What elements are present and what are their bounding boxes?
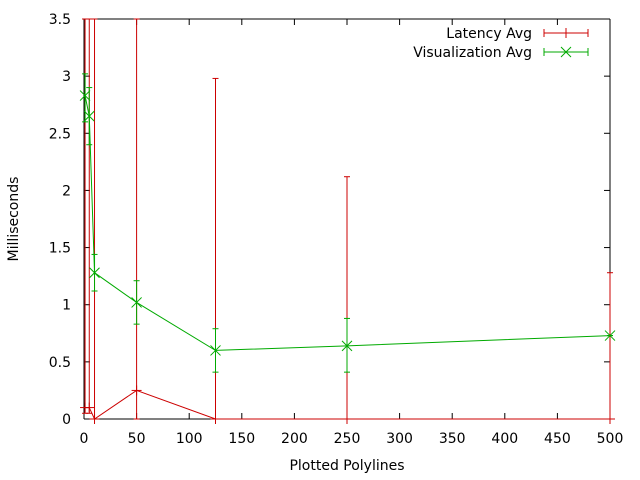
x-tick-label: 0 — [80, 431, 89, 447]
y-tick-label: 2.5 — [49, 126, 71, 142]
series-layer — [79, 18, 616, 424]
y-tick-label: 1.5 — [49, 241, 71, 257]
data-point — [341, 340, 353, 352]
x-tick-label: 200 — [281, 431, 308, 447]
x-tick-label: 250 — [334, 431, 361, 447]
data-point — [604, 330, 616, 341]
y-axis-label: Milliseconds — [6, 177, 22, 262]
axis-tick-labels: 0 50 100 150 200 250 300 350 400 450 500 0 0.5 1 1.5 2 2… — [49, 12, 624, 447]
x-tick-label: 350 — [439, 431, 466, 447]
series-0 — [80, 18, 615, 424]
x-tick-label: 150 — [228, 431, 255, 447]
data-point — [131, 297, 142, 308]
y-tick-label: 2 — [62, 183, 71, 199]
data-point — [210, 345, 221, 356]
x-tick-label: 500 — [597, 431, 624, 447]
x-tick-label: 450 — [544, 431, 571, 447]
series-1 — [79, 73, 616, 373]
x-axis-label: Plotted Polylines — [289, 458, 404, 474]
x-tick-label: 50 — [128, 431, 146, 447]
x-tick-label: 100 — [176, 431, 203, 447]
legend-label: Visualization Avg — [413, 45, 532, 61]
x-tick-label: 300 — [386, 431, 413, 447]
legend-marker — [560, 46, 572, 58]
series-line — [85, 389, 610, 420]
y-tick-label: 0.5 — [49, 355, 71, 371]
y-tick-label: 3 — [62, 69, 71, 85]
y-tick-label: 1 — [62, 298, 71, 314]
data-point — [79, 90, 91, 101]
data-point — [83, 110, 95, 122]
x-tick-label: 400 — [491, 431, 518, 447]
series-line — [84, 95, 611, 351]
legend-label: Latency Avg — [446, 26, 532, 42]
legend: Latency Avg Visualization Avg — [413, 26, 589, 61]
y-tick-label: 0 — [62, 412, 71, 428]
y-tick-label: 3.5 — [49, 12, 71, 28]
data-point — [89, 267, 100, 279]
